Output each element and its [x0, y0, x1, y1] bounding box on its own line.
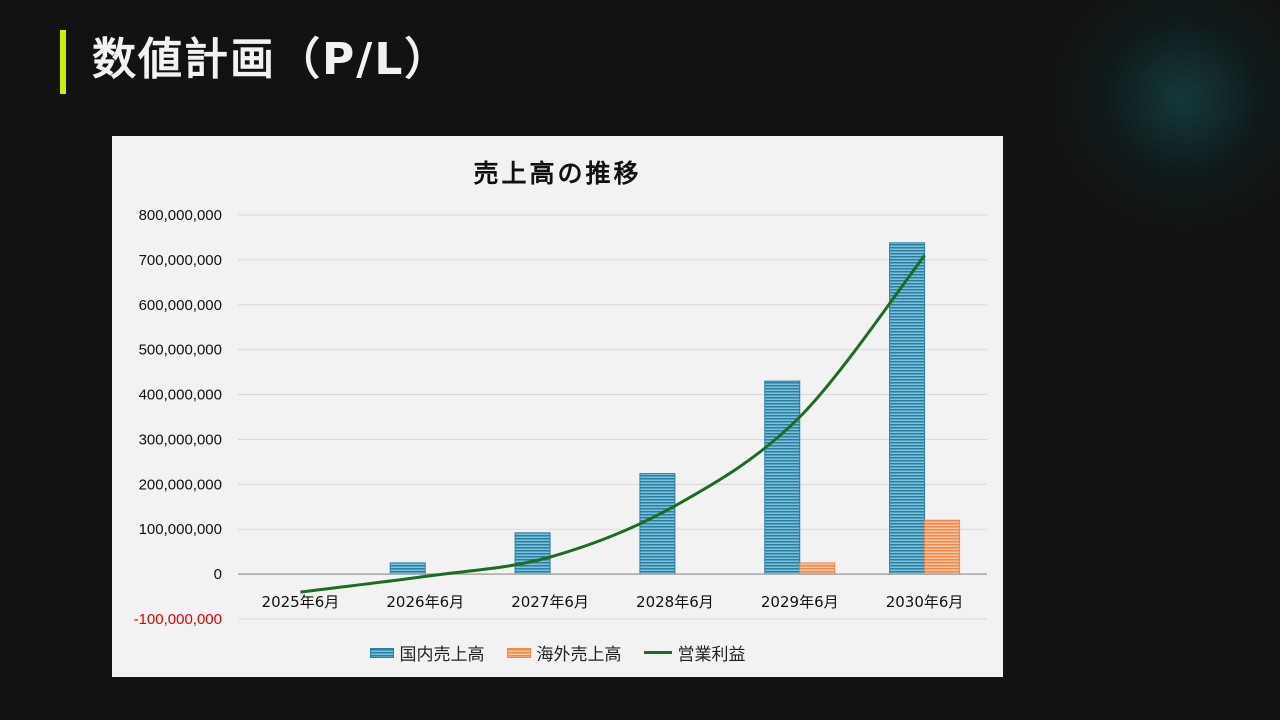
background-glow	[1040, 0, 1280, 230]
legend-swatch-overseas	[506, 647, 531, 658]
bar-overseas	[799, 562, 836, 575]
y-tick-label: 400,000,000	[139, 387, 222, 404]
chart-title: 売上高の推移	[473, 159, 642, 188]
bar-domestic	[514, 532, 551, 575]
page-title: 数値計画（P/L）	[92, 34, 451, 85]
x-tick-label: 2026年6月	[386, 593, 464, 611]
legend-label-overseas: 海外売上高	[536, 645, 622, 665]
x-tick-label: 2028年6月	[636, 593, 714, 611]
y-tick-label: -100,000,000	[134, 611, 222, 628]
x-tick-label: 2027年6月	[511, 593, 589, 611]
bar-domestic	[889, 242, 926, 575]
y-tick-label: 200,000,000	[139, 476, 222, 493]
title-accent-bar	[60, 30, 66, 94]
legend-label-profit: 営業利益	[677, 645, 746, 665]
x-tick-label: 2025年6月	[262, 593, 340, 611]
legend-swatch-domestic	[369, 647, 394, 658]
bar-domestic	[639, 473, 676, 575]
y-tick-label: 500,000,000	[139, 342, 222, 359]
legend-item-domestic: 国内売上高	[369, 640, 485, 665]
x-tick-label: 2030年6月	[886, 593, 964, 611]
y-tick-label: 700,000,000	[139, 252, 222, 269]
chart-legend: 国内売上高 海外売上高 営業利益	[112, 640, 1003, 665]
y-tick-label: 0	[214, 566, 222, 583]
y-tick-label: 800,000,000	[139, 207, 222, 224]
y-tick-label: 100,000,000	[139, 521, 222, 538]
y-tick-label: 300,000,000	[139, 431, 222, 448]
profit-line	[300, 254, 926, 594]
legend-swatch-profit	[643, 651, 672, 654]
bar-domestic	[764, 380, 801, 575]
legend-item-profit: 営業利益	[643, 640, 746, 665]
y-tick-label: 600,000,000	[139, 297, 222, 314]
legend-item-overseas: 海外売上高	[506, 640, 622, 665]
bar-domestic	[389, 562, 426, 575]
x-tick-label: 2029年6月	[761, 593, 839, 611]
bar-overseas	[924, 519, 961, 575]
chart-panel: 売上高の推移 800,000,000 700,000,000 600,000,000…	[112, 136, 1003, 677]
legend-label-domestic: 国内売上高	[399, 645, 485, 665]
chart-plot: 800,000,000 700,000,000 600,000,000 500,000…	[134, 207, 987, 628]
